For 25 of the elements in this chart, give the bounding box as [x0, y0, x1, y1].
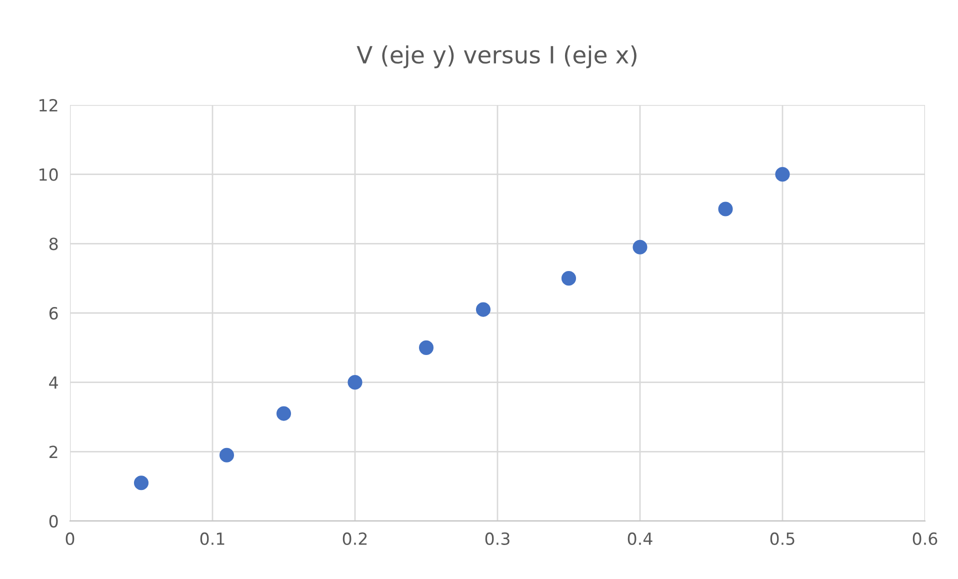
- point: [775, 167, 790, 182]
- chart-title: V (eje y) versus I (eje x): [356, 45, 636, 68]
- y-tick-label: 2: [50, 446, 58, 458]
- point: [418, 340, 434, 355]
- point: [476, 302, 491, 317]
- x-tick-label: 0: [66, 532, 74, 546]
- x-tick-label: 0.4: [628, 532, 652, 546]
- y-tick-label: 10: [40, 168, 58, 181]
- y-tick-label: 12: [40, 98, 58, 112]
- x-tick-label: 0.5: [770, 532, 794, 546]
- point: [276, 406, 292, 421]
- point: [219, 448, 234, 462]
- point: [348, 375, 362, 390]
- x-tick-label: 0.1: [200, 532, 224, 546]
- point: [134, 476, 149, 490]
- x-tick-label: 0.2: [342, 532, 367, 546]
- x-tick-label: 0.3: [485, 532, 510, 546]
- x-tick-label: 0.6: [912, 532, 938, 546]
- point: [632, 240, 648, 254]
- y-tick-label: 6: [49, 306, 58, 320]
- point: [561, 271, 576, 286]
- y-tick-label: 4: [49, 376, 58, 389]
- y-tick-label: 8: [49, 238, 58, 250]
- y-tick-label: 0: [49, 514, 58, 528]
- point: [718, 202, 733, 216]
